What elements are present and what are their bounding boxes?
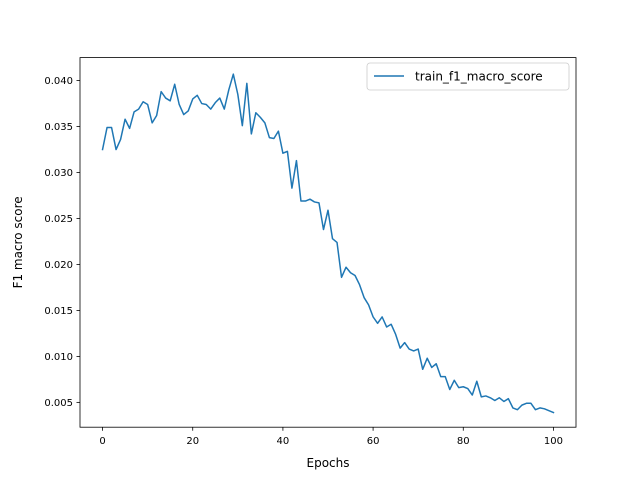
legend: train_f1_macro_score <box>366 62 570 91</box>
series-line-train_f1_macro_score <box>101 73 555 414</box>
x-axis-label: Epochs <box>307 456 350 470</box>
y-tick-label: 0.015 <box>44 306 73 317</box>
x-tick-label: 40 <box>277 436 290 447</box>
x-tick-label: 100 <box>544 436 563 447</box>
y-tick-label: 0.010 <box>44 352 73 363</box>
y-tick-label: 0.025 <box>44 214 73 225</box>
y-axis-ticks: 0.005 0.010 0.015 0.020 0.025 0.030 0.035 0.040 <box>44 76 80 409</box>
y-tick-label: 0.040 <box>44 76 73 87</box>
y-axis-label: F1 macro score <box>11 196 25 288</box>
x-tick-label: 60 <box>367 436 380 447</box>
series-layer <box>101 73 555 414</box>
x-tick-label: 20 <box>186 436 199 447</box>
x-tick-label: 0 <box>99 436 105 447</box>
y-tick-label: 0.035 <box>44 122 73 133</box>
plot-area <box>79 57 577 428</box>
x-axis-ticks: 0 20 40 60 80 100 <box>99 427 563 447</box>
x-tick-label: 80 <box>457 436 470 447</box>
legend-box <box>366 62 570 91</box>
legend-label: train_f1_macro_score <box>415 70 543 84</box>
y-tick-label: 0.005 <box>44 398 73 409</box>
axes-frame <box>79 57 577 428</box>
y-tick-label: 0.030 <box>44 168 73 179</box>
y-tick-label: 0.020 <box>44 260 73 271</box>
